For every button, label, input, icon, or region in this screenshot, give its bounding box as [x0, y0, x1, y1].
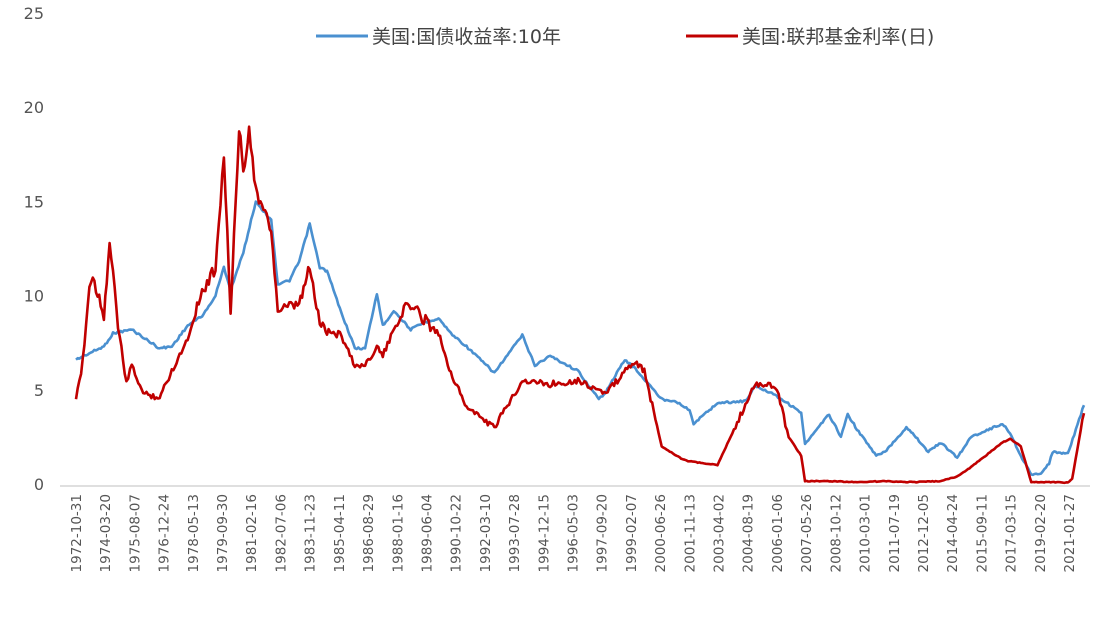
x-tick-label: 1985-04-11: [332, 494, 348, 572]
y-tick-label: 0: [34, 475, 44, 494]
x-tick-label: 1982-07-06: [273, 494, 289, 572]
x-tick-label: 1979-09-30: [215, 494, 231, 572]
legend-label: 美国:国债收益率:10年: [372, 26, 561, 48]
x-tick-label: 2011-07-19: [887, 494, 903, 572]
x-tick-label: 1989-06-04: [419, 494, 435, 572]
legend-label: 美国:联邦基金利率(日): [742, 26, 934, 48]
x-tick-label: 2021-01-27: [1062, 494, 1078, 572]
y-tick-label: 20: [24, 98, 44, 117]
y-tick-label: 15: [24, 192, 44, 211]
y-tick-label: 5: [34, 381, 44, 400]
x-tick-label: 2012-12-05: [916, 494, 932, 572]
y-axis: 0 5 10 15 20 25: [24, 4, 44, 494]
x-tick-label: 2019-02-20: [1033, 494, 1049, 572]
series-line-treasury-10y: [75, 200, 1086, 477]
x-tick-label: 2001-11-13: [682, 494, 698, 572]
x-tick-label: 2004-08-19: [741, 494, 757, 572]
x-tick-label: 1976-12-24: [157, 494, 173, 572]
y-tick-label: 10: [24, 287, 44, 306]
y-tick-label: 25: [24, 4, 44, 23]
x-tick-label: 1997-09-20: [595, 494, 611, 572]
x-tick-label: 1981-02-16: [244, 494, 260, 572]
x-tick-label: 2008-10-12: [828, 494, 844, 572]
x-tick-label: 1999-02-07: [624, 494, 640, 572]
x-tick-label: 1983-11-23: [303, 494, 319, 572]
x-axis: 1972-10-31 1974-03-20 1975-08-07 1976-12-24…: [69, 494, 1078, 572]
x-tick-label: 2010-03-01: [858, 494, 874, 572]
x-tick-label: 2007-05-26: [799, 494, 815, 572]
x-tick-label: 1975-08-07: [127, 494, 143, 572]
x-tick-label: 2017-03-15: [1004, 494, 1020, 572]
x-tick-label: 2000-06-26: [653, 494, 669, 572]
x-tick-label: 1972-10-31: [69, 494, 85, 572]
x-tick-label: 1996-05-03: [566, 494, 582, 572]
x-tick-label: 1990-10-22: [449, 494, 465, 572]
x-tick-label: 1986-08-29: [361, 494, 377, 572]
x-tick-label: 1978-05-13: [186, 494, 202, 572]
x-tick-label: 1994-12-15: [536, 494, 552, 572]
x-tick-label: 1993-07-28: [507, 494, 523, 572]
x-tick-label: 1992-03-10: [478, 494, 494, 572]
x-tick-label: 2003-04-02: [712, 494, 728, 572]
series-line-fed-funds: [74, 125, 1086, 485]
x-tick-label: 2015-09-11: [974, 494, 990, 572]
legend: 美国:国债收益率:10年 美国:联邦基金利率(日): [316, 26, 934, 48]
x-tick-label: 1974-03-20: [98, 494, 114, 572]
series-lines: [74, 125, 1086, 485]
x-tick-label: 1988-01-16: [390, 494, 406, 572]
x-tick-label: 2006-01-06: [770, 494, 786, 572]
x-tick-label: 2014-04-24: [945, 494, 961, 572]
